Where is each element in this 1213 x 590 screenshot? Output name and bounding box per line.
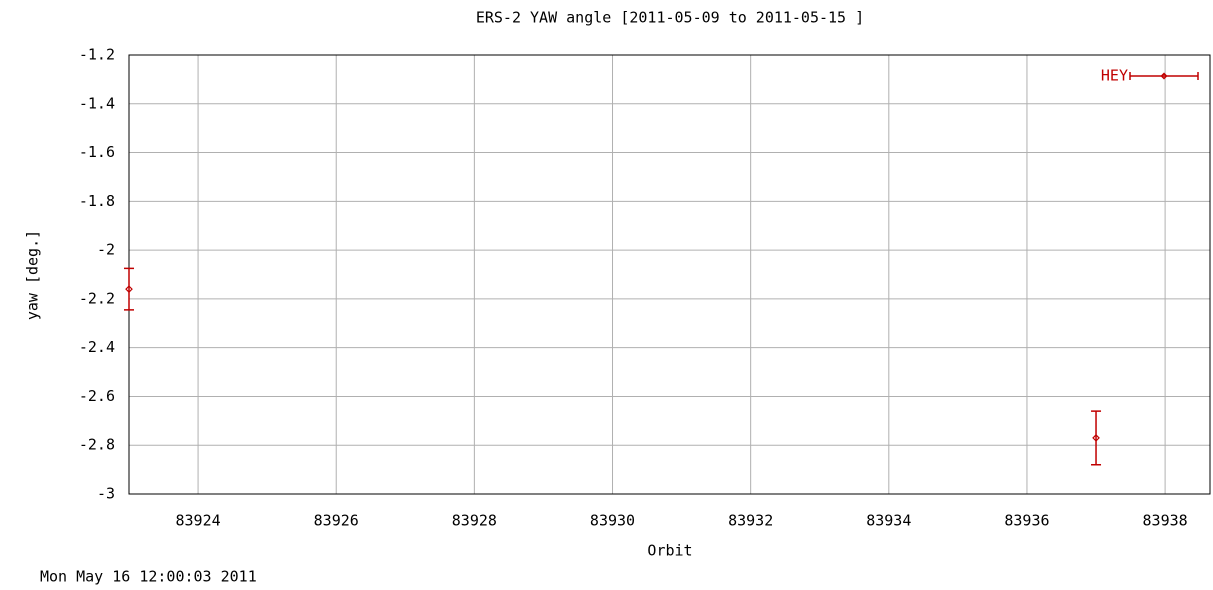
error-bar <box>1091 410 1102 466</box>
x-tick-label: 83930 <box>590 512 635 530</box>
x-tick-label: 83932 <box>728 512 773 530</box>
point <box>125 285 133 293</box>
point <box>1092 434 1100 442</box>
plot-frame <box>128 54 1211 495</box>
footer: Mon May 16 12:00:03 2011 <box>40 568 257 586</box>
chart-title: ERS-2 YAW angle [2011-05-09 to 2011-05-1… <box>476 9 864 27</box>
x-tick-label: 83934 <box>866 512 911 530</box>
x-tick-label: 83926 <box>314 512 359 530</box>
y-tick-label: -2.2 <box>79 289 115 307</box>
y-tick-label: -2.8 <box>79 436 115 454</box>
y-tick-label: -1.6 <box>79 143 115 161</box>
y-tick-label: -1.8 <box>79 192 115 210</box>
error-bar <box>124 267 134 311</box>
y-axis-label: yaw [deg.] <box>24 230 42 320</box>
x-tick-label: 83936 <box>1004 512 1049 530</box>
y-tick-label: -1.4 <box>79 94 115 112</box>
x-axis-label: Orbit <box>647 542 692 560</box>
y-tick-label: -2.4 <box>79 338 115 356</box>
legend-sample <box>1129 72 1199 80</box>
x-tick-label: 83938 <box>1143 512 1188 530</box>
y-tick-label: -2 <box>97 241 115 259</box>
y-tick-label: -3 <box>97 485 115 503</box>
x-tick-label: 83928 <box>452 512 497 530</box>
legend-label: HEY <box>1101 67 1128 85</box>
x-tick-label: 83924 <box>175 512 220 530</box>
y-tick-label: -2.6 <box>79 387 115 405</box>
y-tick-label: -1.2 <box>79 46 115 64</box>
